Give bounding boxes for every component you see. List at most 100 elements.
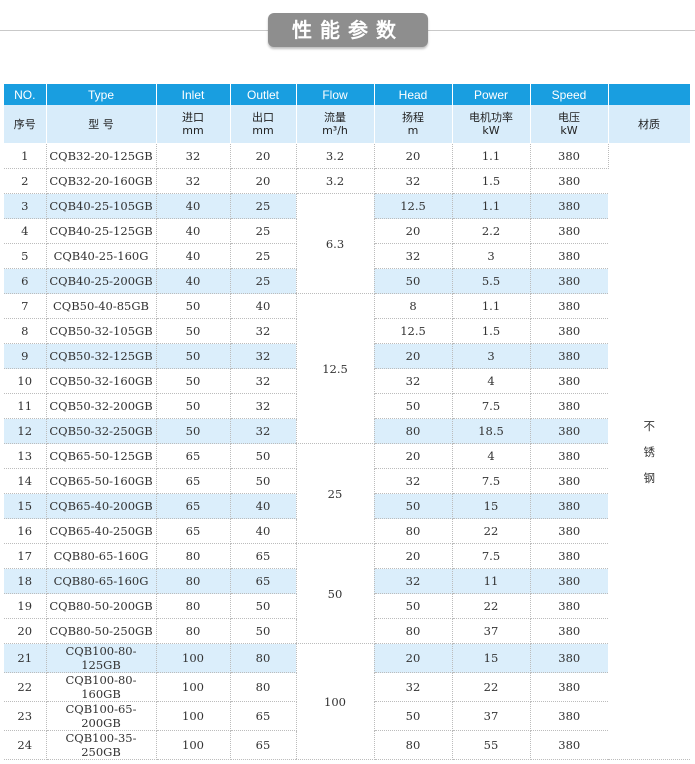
cell-power: 1.1 [452,143,531,169]
cell-type: CQB40-25-105GB [46,193,157,219]
cell-no: 13 [4,443,47,469]
cell-outlet: 32 [230,418,297,444]
cell-outlet: 32 [230,318,297,344]
header-row-cn: 序号型 号进口 mm 出口 mm 流量 m³/h 扬程 m 电机功率 kW 电压 kW 材质 [4,105,691,144]
cell-type: CQB65-50-160GB [46,468,157,494]
cell-outlet: 25 [230,268,297,294]
cell-type: CQB65-50-125GB [46,443,157,469]
cell-speed: 380 [530,443,608,469]
cell-no: 24 [4,730,47,760]
cell-type: CQB80-50-200GB [46,593,157,619]
header-en-flow: Flow [296,84,375,105]
header-en-head: Head [374,84,453,105]
header-cn-outlet: 出口 mm [230,105,297,144]
cell-head: 12.5 [374,318,453,344]
table-row: 3 CQB40-25-105GB 40 25 6.3 12.5 1.1 380 [4,193,690,294]
cell-head: 80 [374,730,453,760]
cell-outlet: 80 [230,643,297,673]
cell-no: 20 [4,618,47,644]
cell-head: 50 [374,701,453,731]
cell-outlet: 40 [230,493,297,519]
cell-head: 32 [374,468,453,494]
cell-speed: 380 [530,672,608,702]
cell-no: 4 [4,218,47,244]
performance-table: NO. Type Inlet Outlet Flow Head Power Sp… [4,84,691,760]
cell-power: 55 [452,730,531,760]
cell-no: 16 [4,518,47,544]
cell-inlet: 100 [156,672,231,702]
table-row: 23 CQB100-65-200GB 100 65 50 37 380 [4,701,690,731]
cell-material: 不锈钢 [608,143,690,760]
cell-inlet: 65 [156,443,231,469]
cell-type: CQB80-50-250GB [46,618,157,644]
cell-type: CQB50-32-250GB [46,418,157,444]
table-row: 21 CQB100-80-125GB 100 80 100 20 15 380 [4,643,690,760]
cell-no: 22 [4,672,47,702]
cell-inlet: 80 [156,568,231,594]
cell-inlet: 50 [156,293,231,319]
cell-flow: 12.5 [296,293,375,444]
table-row: 17 CQB80-65-160G 80 65 50 20 7.5 380 [4,543,690,644]
header-cn-inlet-unit: mm [182,124,204,137]
header-row-en: NO. Type Inlet Outlet Flow Head Power Sp… [4,84,691,105]
cell-speed: 380 [530,493,608,519]
cell-flow: 6.3 [296,193,375,294]
cell-outlet: 32 [230,368,297,394]
cell-head: 8 [374,293,453,319]
cell-no: 6 [4,268,47,294]
cell-no: 2 [4,168,47,194]
table-row: 24 CQB100-35-250GB 100 65 80 55 380 [4,730,690,760]
cell-speed: 380 [530,143,609,169]
table-row: 15 CQB65-40-200GB 65 40 50 15 380 [4,493,690,519]
cell-speed: 380 [530,268,608,294]
header-cn-speed-label: 电压 [558,111,580,124]
cell-speed: 380 [530,243,608,269]
cell-inlet: 40 [156,193,231,219]
cell-speed: 380 [530,418,608,444]
cell-type: CQB100-65-200GB [46,701,157,731]
cell-power: 18.5 [452,418,531,444]
table-row: 4 CQB40-25-125GB 40 25 20 2.2 380 [4,218,690,244]
cell-power: 15 [452,643,531,673]
cell-speed: 380 [530,568,608,594]
cell-outlet: 50 [230,443,297,469]
cell-head: 32 [374,168,453,194]
cell-no: 21 [4,643,47,673]
header-cn-power-unit: kW [482,124,500,137]
header-cn-material-label: 材质 [638,117,660,131]
cell-no: 3 [4,193,47,219]
cell-inlet: 50 [156,368,231,394]
cell-no: 17 [4,543,47,569]
cell-inlet: 100 [156,701,231,731]
cell-flow: 100 [296,643,375,760]
cell-inlet: 80 [156,593,231,619]
material-char: 钢 [643,470,656,485]
header-cn-head-label: 扬程 [402,111,424,124]
cell-power: 2.2 [452,218,531,244]
cell-type: CQB80-65-160G [46,543,157,569]
cell-head: 20 [374,343,453,369]
cell-outlet: 50 [230,468,297,494]
cell-power: 1.1 [452,193,531,219]
header-cn-head: 扬程 m [374,105,453,144]
cell-speed: 380 [530,701,608,731]
table-row: 12 CQB50-32-250GB 50 32 80 18.5 380 [4,418,690,444]
cell-outlet: 65 [230,730,297,760]
cell-type: CQB40-25-125GB [46,218,157,244]
cell-power: 22 [452,672,531,702]
cell-outlet: 20 [230,143,297,169]
cell-head: 80 [374,618,453,644]
table-row: 20 CQB80-50-250GB 80 50 80 37 380 [4,618,690,644]
cell-speed: 380 [530,593,608,619]
cell-outlet: 50 [230,593,297,619]
cell-power: 11 [452,568,531,594]
header-cn-speed: 电压 kW [530,105,609,144]
cell-speed: 380 [530,318,608,344]
cell-no: 11 [4,393,47,419]
cell-power: 1.5 [452,318,531,344]
cell-inlet: 100 [156,730,231,760]
cell-power: 1.5 [452,168,531,194]
cell-inlet: 40 [156,243,231,269]
table-row: 5 CQB40-25-160G 40 25 32 3 380 [4,243,690,269]
cell-head: 80 [374,518,453,544]
